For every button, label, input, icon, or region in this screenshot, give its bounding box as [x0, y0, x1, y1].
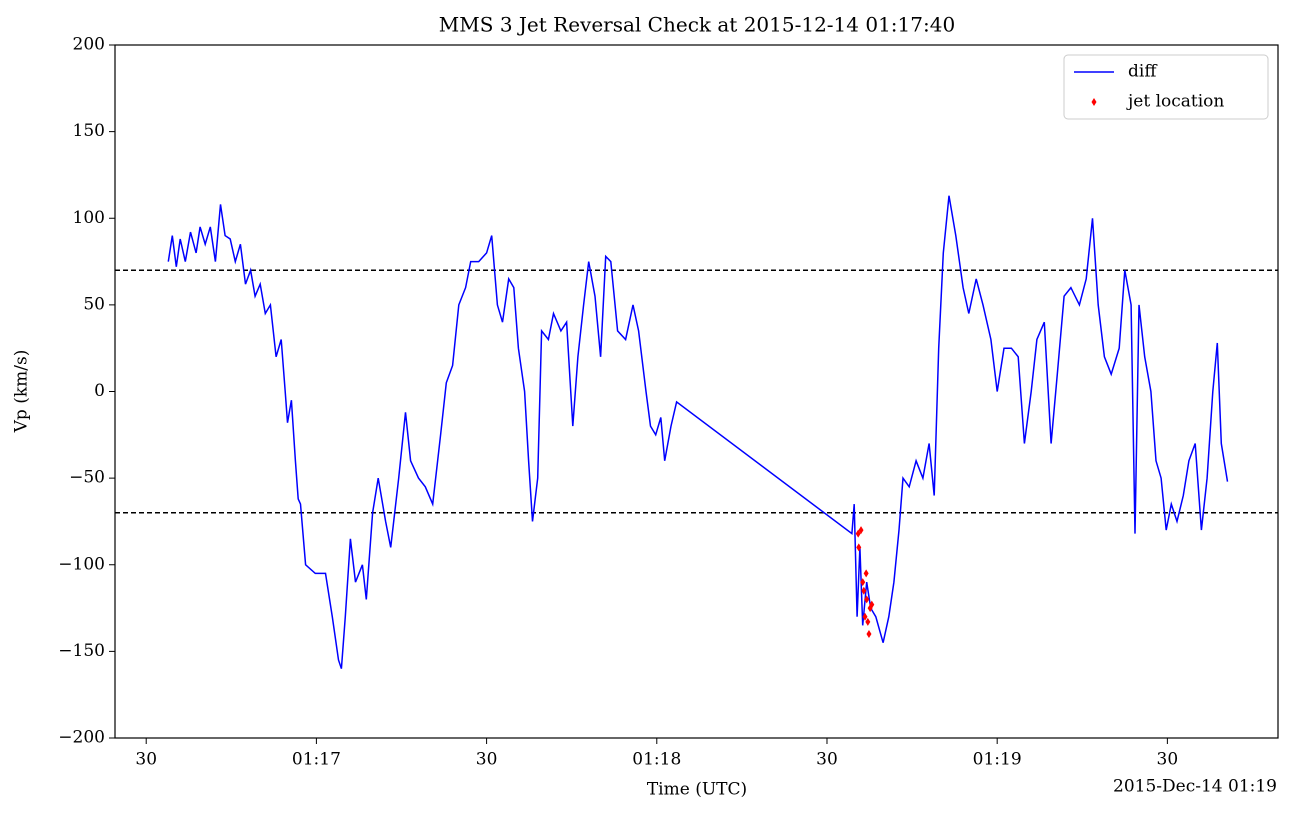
legend-label: jet location	[1126, 92, 1224, 112]
jet-marker	[855, 529, 861, 538]
jet-marker	[856, 543, 862, 552]
plot-frame	[114, 44, 1279, 739]
jet-marker	[860, 578, 866, 587]
jet-marker	[861, 586, 867, 595]
jet-marker	[862, 612, 868, 621]
x-tick-label: 01:18	[632, 750, 681, 770]
y-tick-label: 150	[73, 121, 105, 141]
legend-swatch	[1091, 98, 1097, 106]
y-tick-label: −50	[69, 468, 105, 488]
x-axis-label: Time (UTC)	[647, 780, 747, 800]
y-axis-label: Vp (km/s)	[12, 350, 32, 434]
x-tick-label: 30	[476, 750, 498, 770]
y-tick-label: 200	[73, 35, 105, 55]
x-offset-label: 2015-Dec-14 01:19	[1113, 777, 1277, 797]
jet-marker	[869, 600, 875, 609]
jet-marker	[865, 617, 871, 626]
jet-marker	[858, 526, 864, 535]
legend-label: diff	[1128, 62, 1158, 82]
x-tick-label: 30	[135, 750, 157, 770]
chart-title: MMS 3 Jet Reversal Check at 2015-12-14 0…	[439, 13, 955, 37]
x-tick-label: 30	[1157, 750, 1179, 770]
x-tick-label: 01:17	[292, 750, 341, 770]
y-tick-label: −100	[58, 554, 105, 574]
x-tick-label: 30	[816, 750, 838, 770]
y-tick-label: 0	[94, 381, 105, 401]
x-tick-label: 01:19	[973, 750, 1022, 770]
jet-marker	[866, 630, 872, 639]
legend-box	[1063, 54, 1269, 120]
jet-marker	[864, 595, 870, 604]
y-tick-label: 50	[83, 294, 105, 314]
y-tick-label: −150	[58, 641, 105, 661]
y-tick-label: 100	[73, 208, 105, 228]
data-line	[167, 195, 1229, 669]
y-tick-label: −200	[58, 728, 105, 748]
jet-marker	[863, 569, 869, 578]
